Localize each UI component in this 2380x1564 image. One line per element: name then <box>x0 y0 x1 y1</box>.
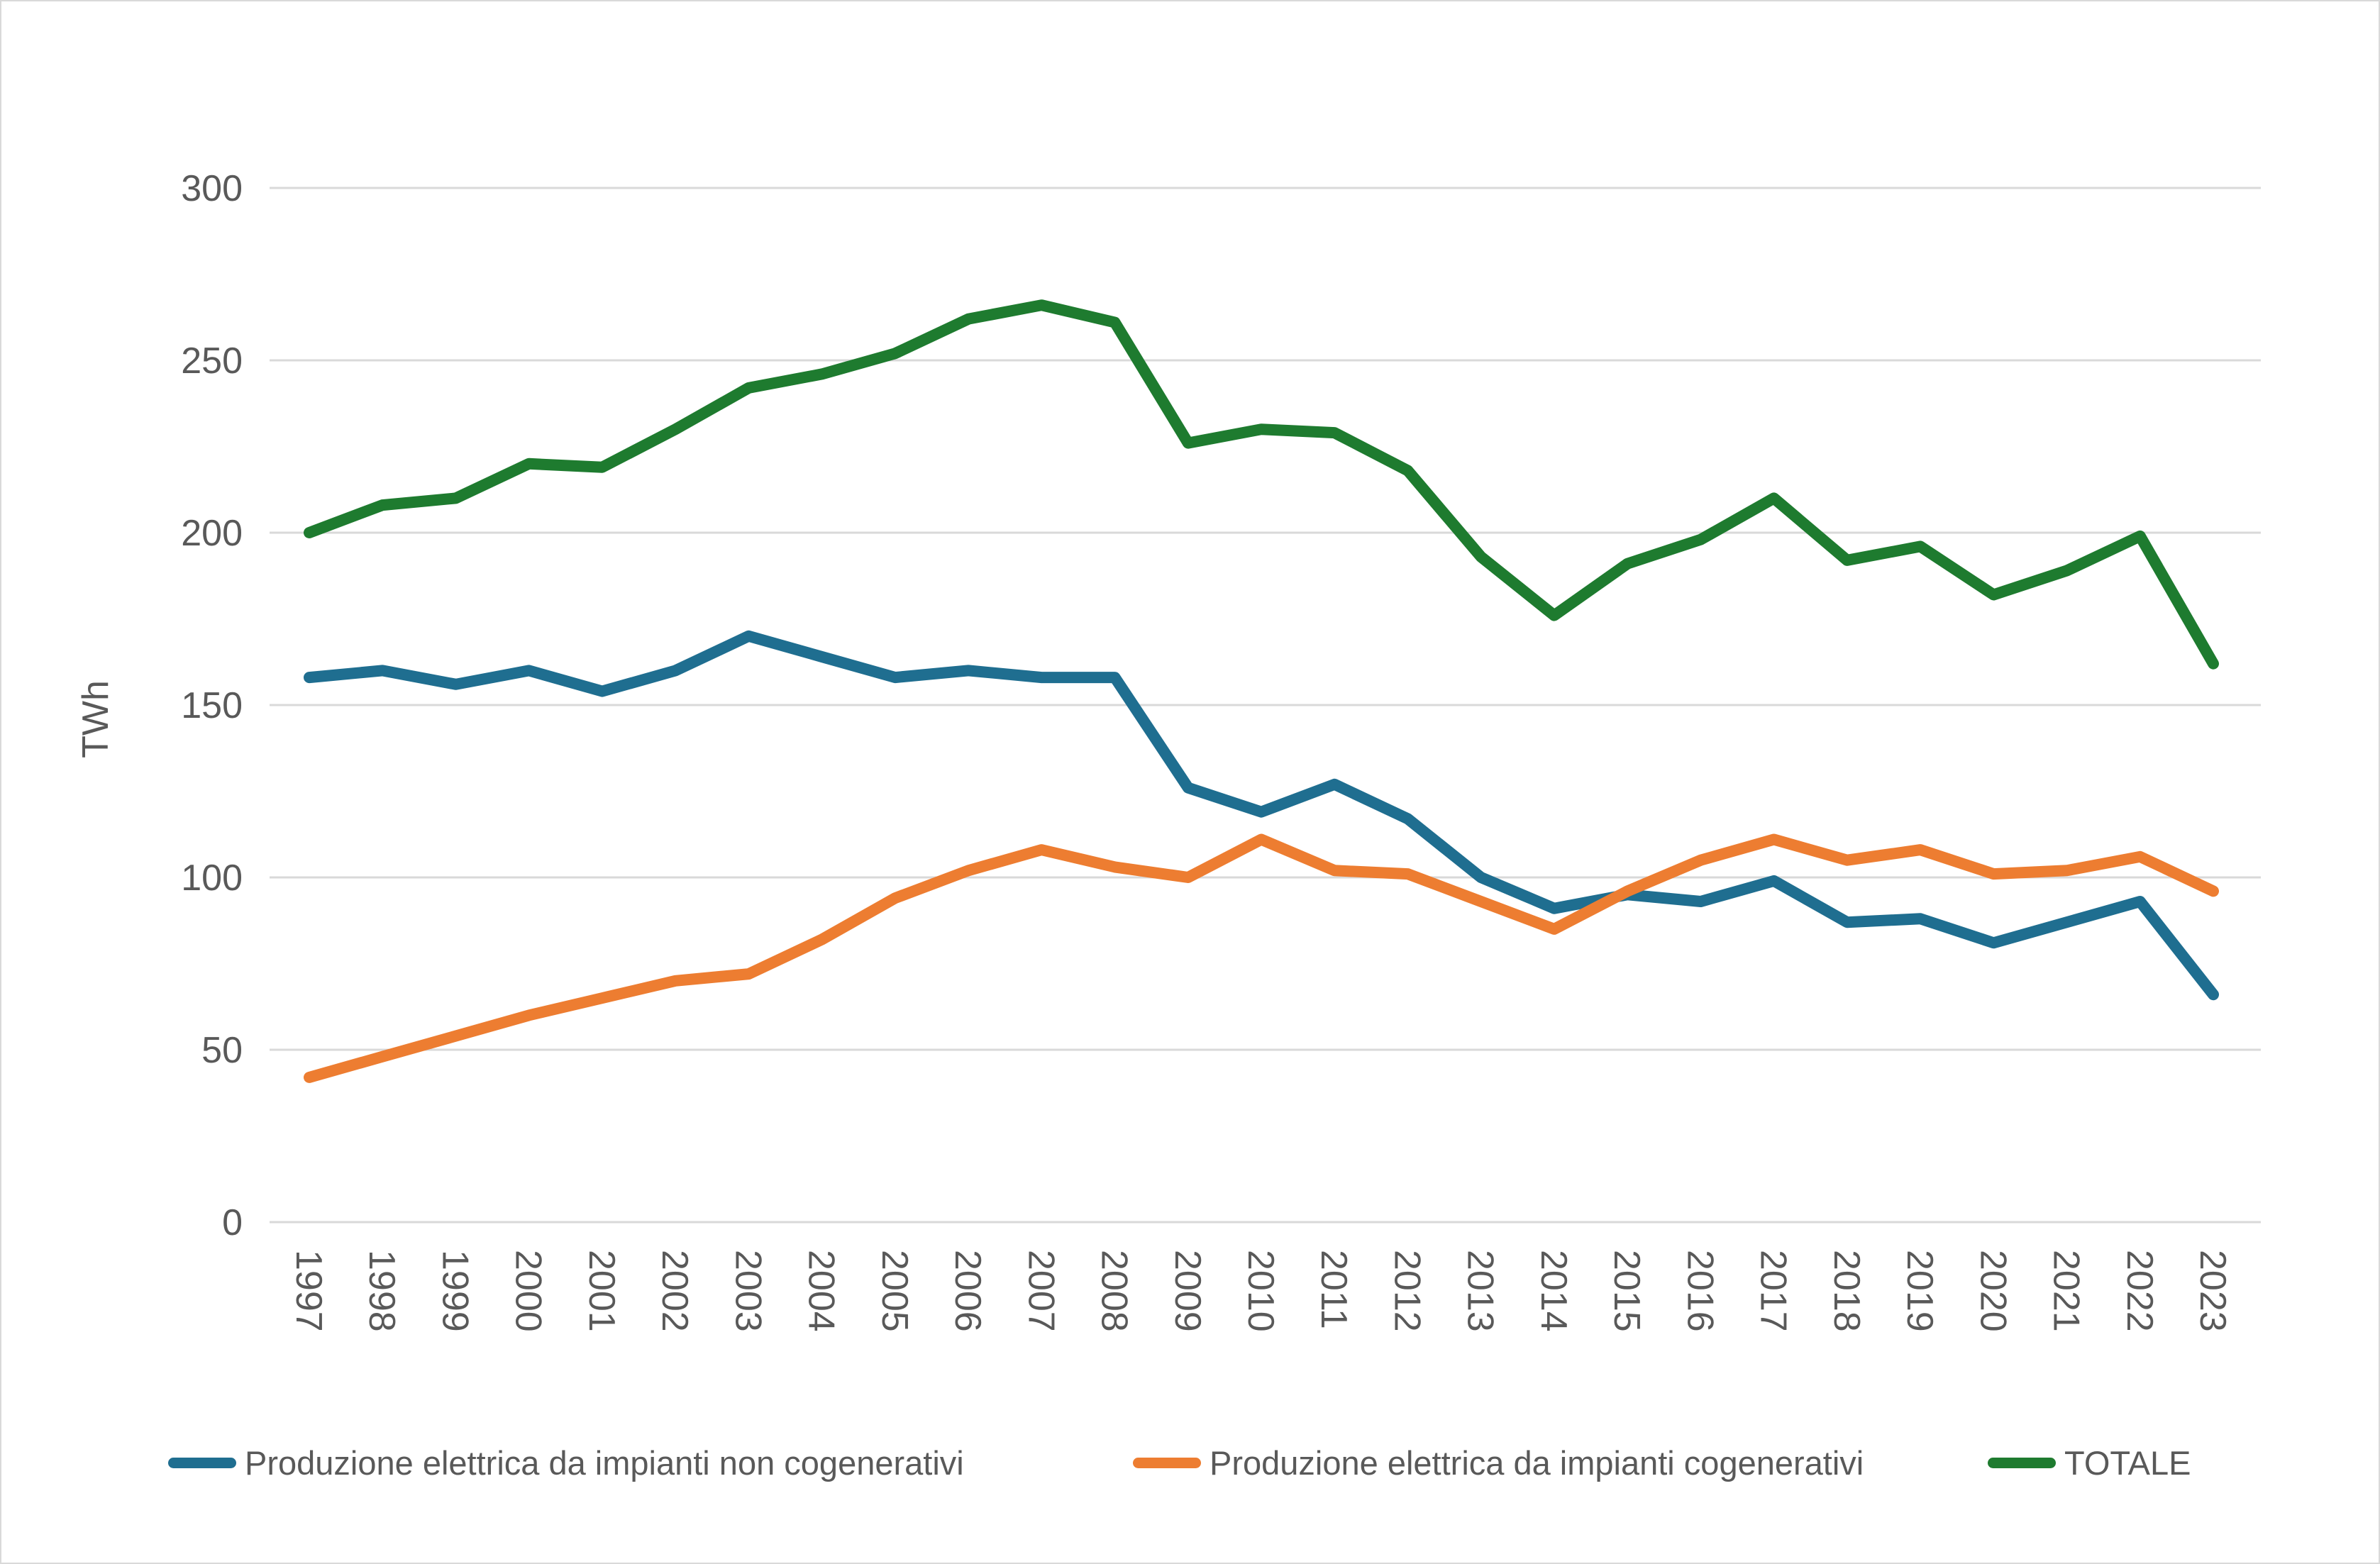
x-tick-label: 2006 <box>947 1250 988 1332</box>
y-tick-label: 250 <box>181 340 243 382</box>
x-tick-label: 2018 <box>1826 1250 1867 1332</box>
y-tick-label: 300 <box>181 168 243 209</box>
legend-swatch-totale-icon <box>1988 1457 2056 1468</box>
x-tick-label: 2010 <box>1240 1250 1281 1332</box>
legend-swatch-non-cogenerativi-icon <box>168 1457 236 1468</box>
x-tick-label: 2014 <box>1533 1250 1574 1332</box>
legend-item-non-cogenerativi: Produzione elettrica da impianti non cog… <box>168 1427 964 1498</box>
series-line-2 <box>304 299 2219 670</box>
x-tick-label: 1998 <box>361 1250 402 1332</box>
legend-label-totale: TOTALE <box>2064 1443 2191 1482</box>
x-tick-label: 2012 <box>1386 1250 1427 1332</box>
x-tick-label: 2005 <box>874 1250 915 1332</box>
x-tick-label: 2003 <box>727 1250 768 1332</box>
x-tick-label: 1997 <box>288 1250 329 1332</box>
legend-swatch-cogenerativi-icon <box>1133 1457 1201 1468</box>
x-tick-label: 2011 <box>1313 1250 1354 1329</box>
y-axis-title: TWh <box>75 680 116 758</box>
legend-item-totale: TOTALE <box>1988 1427 2191 1498</box>
y-tick-label: 100 <box>181 858 243 899</box>
x-tick-label: 2017 <box>1753 1250 1794 1332</box>
x-tick-label: 2016 <box>1679 1250 1720 1332</box>
legend-label-cogenerativi: Produzione elettrica da impianti cogener… <box>1210 1443 1864 1482</box>
x-tick-label: 2023 <box>2192 1250 2233 1332</box>
x-tick-label: 2000 <box>508 1250 549 1332</box>
x-tick-label: 2004 <box>801 1250 842 1332</box>
x-tick-label: 2022 <box>2119 1250 2160 1332</box>
x-tick-label: 2008 <box>1094 1250 1135 1332</box>
x-tick-label: 2001 <box>581 1250 622 1332</box>
y-tick-label: 200 <box>181 513 243 554</box>
y-tick-label: 0 <box>222 1202 243 1243</box>
x-tick-label: 1999 <box>434 1250 475 1332</box>
x-tick-label: 2002 <box>654 1250 695 1332</box>
legend-label-non-cogenerativi: Produzione elettrica da impianti non cog… <box>245 1443 964 1482</box>
legend-item-cogenerativi: Produzione elettrica da impianti cogener… <box>1133 1427 1864 1498</box>
series-line-0 <box>304 630 2219 1001</box>
chart-legend: Produzione elettrica da impianti non cog… <box>1 1427 2379 1498</box>
y-tick-label: 150 <box>181 685 243 726</box>
y-tick-label: 50 <box>201 1030 243 1071</box>
x-tick-label: 2015 <box>1606 1250 1647 1332</box>
x-tick-label: 2007 <box>1020 1250 1061 1332</box>
x-tick-label: 2020 <box>1972 1250 2013 1332</box>
x-tick-label: 2013 <box>1460 1250 1501 1332</box>
series-line-1 <box>304 833 2219 1083</box>
x-tick-label: 2019 <box>1899 1250 1940 1332</box>
x-tick-label: 2021 <box>2046 1250 2087 1332</box>
x-tick-label: 2009 <box>1167 1250 1208 1332</box>
